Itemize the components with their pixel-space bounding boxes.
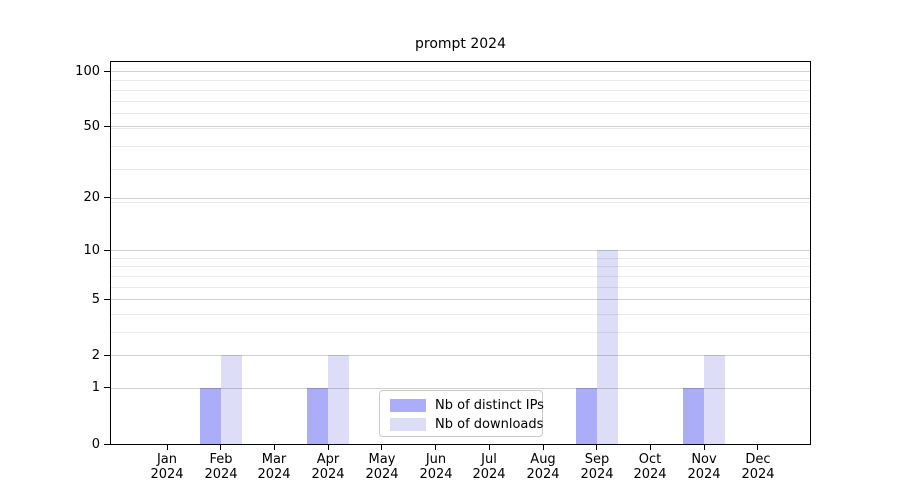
x-axis-tick-label: Jul 2024 [472, 452, 506, 482]
gridline-minor [111, 287, 810, 288]
gridline-minor [111, 332, 810, 333]
legend-swatch-distinct-ips [390, 399, 426, 412]
x-axis-tick-label: Sep 2024 [580, 452, 614, 482]
y-axis-tick [104, 387, 110, 388]
x-axis-tick [543, 445, 544, 450]
gridline-major [111, 198, 810, 199]
y-axis-tick-label: 0 [91, 437, 100, 452]
x-axis-tick-label: Jan 2024 [150, 452, 184, 482]
y-axis-tick [104, 299, 110, 300]
y-axis-tick [104, 355, 110, 356]
gridline-minor [111, 266, 810, 267]
chart-title: prompt 2024 [415, 36, 506, 52]
x-axis-tick [167, 445, 168, 450]
gridline-major [111, 126, 810, 127]
legend-item-downloads: Nb of downloads [390, 416, 543, 433]
x-axis-tick [381, 445, 382, 450]
y-axis-tick-label: 20 [83, 190, 100, 205]
y-axis-tick-label: 1 [91, 380, 100, 395]
legend-item-distinct-ips: Nb of distinct IPs [390, 397, 544, 414]
y-axis-tick-label: 2 [91, 348, 100, 363]
bar-downloads-feb [220, 355, 242, 444]
y-axis-tick [104, 444, 110, 445]
legend-swatch-downloads [390, 418, 426, 431]
gridline-minor [111, 113, 810, 114]
bar-downloads-nov [704, 355, 726, 444]
y-axis-tick [104, 71, 110, 72]
x-axis-tick-label: Oct 2024 [633, 452, 667, 482]
y-axis-tick-label: 100 [75, 64, 100, 79]
gridline-minor [111, 128, 810, 129]
gridline-minor [111, 146, 810, 147]
gridline-minor [111, 314, 810, 315]
gridline-major [111, 388, 810, 389]
plot-area: Nb of distinct IPs Nb of downloads [110, 61, 811, 445]
gridline-major [111, 71, 810, 72]
y-axis-tick-label: 50 [83, 119, 100, 134]
x-axis-tick [757, 445, 758, 450]
y-axis-tick [104, 250, 110, 251]
x-axis-tick-label: May 2024 [365, 452, 399, 482]
gridline-minor [111, 169, 810, 170]
gridline-minor [111, 90, 810, 91]
bar-distinct-ips-nov [683, 387, 705, 444]
x-axis-tick-label: Jun 2024 [419, 452, 453, 482]
x-axis-tick [650, 445, 651, 450]
y-axis-tick-label: 10 [83, 243, 100, 258]
x-axis-tick [704, 445, 705, 450]
x-axis-tick [596, 445, 597, 450]
bar-downloads-sep [596, 250, 618, 444]
gridline-minor [111, 258, 810, 259]
x-axis-tick-label: Aug 2024 [526, 452, 560, 482]
bar-distinct-ips-feb [199, 387, 221, 444]
legend-label-distinct-ips: Nb of distinct IPs [435, 398, 544, 413]
gridline-minor [111, 80, 810, 81]
x-axis-tick-label: Dec 2024 [741, 452, 775, 482]
gridline-major [111, 299, 810, 300]
x-axis-tick-label: Feb 2024 [204, 452, 238, 482]
y-axis-tick-label: 5 [91, 292, 100, 307]
x-axis-tick [489, 445, 490, 450]
x-axis-tick [435, 445, 436, 450]
x-axis-tick-label: Mar 2024 [257, 452, 291, 482]
bar-distinct-ips-apr [307, 387, 329, 444]
gridline-major [111, 250, 810, 251]
bar-distinct-ips-sep [575, 387, 597, 444]
gridline-minor [111, 101, 810, 102]
x-axis-tick [220, 445, 221, 450]
legend: Nb of distinct IPs Nb of downloads [379, 390, 544, 437]
x-axis-tick [274, 445, 275, 450]
gridline-major [111, 355, 810, 356]
x-axis-tick [328, 445, 329, 450]
x-axis-tick-label: Nov 2024 [687, 452, 721, 482]
y-axis-tick [104, 126, 110, 127]
gridline-minor [111, 276, 810, 277]
x-axis-tick-label: Apr 2024 [311, 452, 345, 482]
gridline-minor [111, 202, 810, 203]
legend-label-downloads: Nb of downloads [435, 417, 544, 432]
bar-downloads-apr [328, 355, 350, 444]
y-axis-tick [104, 197, 110, 198]
